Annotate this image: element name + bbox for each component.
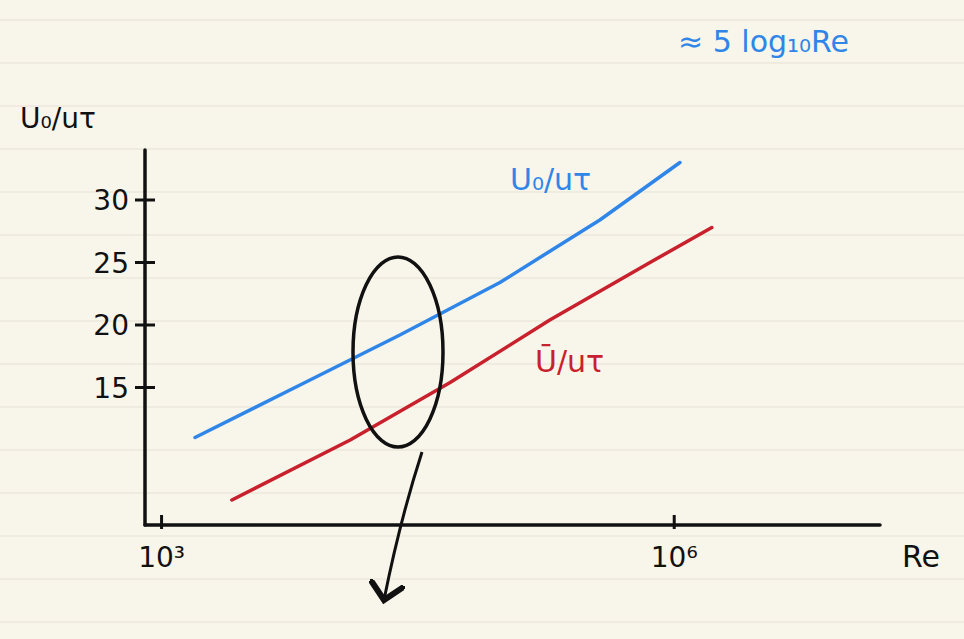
series-label: Ū/uτ bbox=[535, 344, 604, 379]
paper-rule bbox=[0, 63, 964, 64]
paper-rule bbox=[0, 106, 964, 107]
y-tick bbox=[135, 199, 155, 202]
x-axis-title: Re bbox=[902, 539, 940, 574]
y-axis bbox=[143, 150, 147, 525]
paper-rule bbox=[0, 622, 964, 623]
x-axis bbox=[145, 523, 880, 527]
paper-rule bbox=[0, 536, 964, 537]
x-tick-label: 10³ bbox=[138, 541, 185, 574]
y-tick-label: 15 bbox=[93, 372, 129, 405]
y-tick bbox=[135, 324, 155, 327]
y-axis-title: U₀/uτ bbox=[20, 102, 96, 135]
y-tick-label: 25 bbox=[93, 247, 129, 280]
y-tick-label: 20 bbox=[93, 309, 129, 342]
chart-canvas: 15 20 25 30 10³ 10⁶ Re U₀/uτ U₀/uτ Ū/uτ ≈ 5 log₁₀R… bbox=[0, 0, 964, 639]
paper-rule bbox=[0, 579, 964, 580]
paper-rule bbox=[0, 20, 964, 21]
y-tick-label: 30 bbox=[93, 184, 129, 217]
series-label: U₀/uτ bbox=[510, 162, 591, 197]
plot-area bbox=[195, 163, 712, 501]
y-tick bbox=[135, 261, 155, 264]
highlight-arrow bbox=[384, 452, 422, 600]
highlight-ellipse bbox=[353, 257, 443, 447]
y-tick bbox=[135, 386, 155, 389]
annotation: ≈ 5 log₁₀Re bbox=[678, 24, 849, 59]
series-line bbox=[232, 228, 712, 501]
x-tick bbox=[160, 515, 163, 529]
x-tick-label: 10⁶ bbox=[651, 541, 698, 574]
x-tick bbox=[673, 515, 676, 529]
